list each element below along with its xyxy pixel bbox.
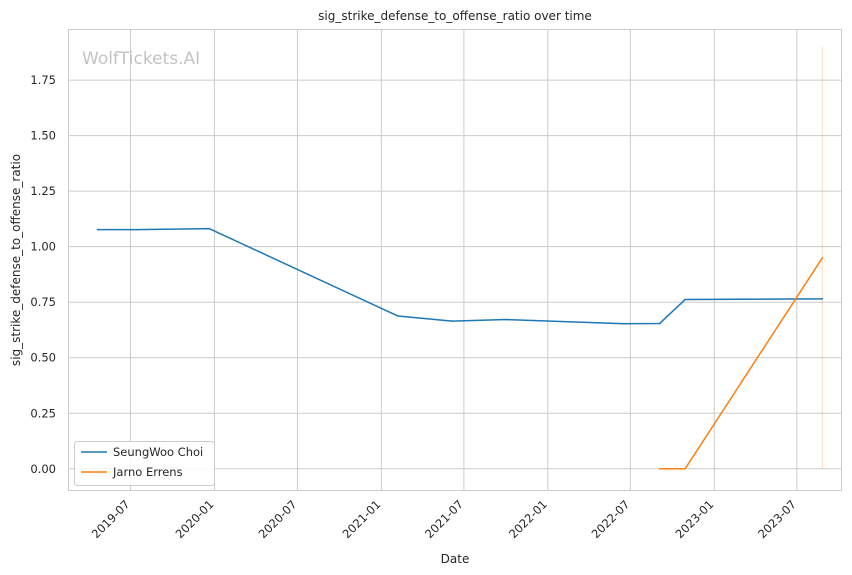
data-point-seungwoo-choi: [821, 298, 824, 300]
data-point-jarno-errens: [658, 467, 661, 470]
data-point-seungwoo-choi: [136, 228, 138, 231]
data-point-seungwoo-choi: [623, 322, 626, 325]
y-tick-label: 0.50: [30, 351, 56, 365]
data-point-seungwoo-choi: [208, 227, 211, 230]
x-axis-label: Date: [441, 552, 470, 566]
y-tick-label: 1.50: [30, 129, 56, 143]
data-point-jarno-errens: [821, 256, 824, 259]
y-tick-label: 0.75: [30, 295, 56, 309]
data-point-seungwoo-choi: [96, 228, 99, 231]
data-point-seungwoo-choi: [505, 318, 508, 321]
y-ticks: 0.00 0.25 0.50 0.75 1.00 1.25 1.50 1.75: [30, 73, 56, 476]
y-tick-label: 1.00: [30, 240, 56, 254]
y-tick-label: 0.25: [30, 406, 56, 420]
data-point-seungwoo-choi: [684, 298, 686, 301]
data-point-seungwoo-choi: [658, 322, 661, 325]
plot-frame: [68, 29, 842, 491]
y-axis-label: sig_strike_defense_to_offense_ratio: [9, 154, 23, 366]
series-line-seungwoo-choi: [97, 227, 823, 325]
data-point-seungwoo-choi: [396, 315, 399, 317]
y-tick-label: 1.75: [30, 73, 56, 87]
y-tick-label: 0.00: [30, 462, 56, 476]
legend-label-seungwoo-choi: SeungWoo Choi: [113, 445, 203, 459]
legend-label-jarno-errens: Jarno Errens: [112, 465, 183, 479]
legend: SeungWoo Choi Jarno Errens: [74, 441, 215, 486]
grid: [68, 29, 842, 491]
chart-title: sig_strike_defense_to_offense_ratio over…: [318, 9, 592, 23]
data-point-seungwoo-choi: [451, 320, 453, 322]
watermark: WolfTickets.AI: [82, 49, 200, 69]
series-layer: [96, 227, 824, 470]
legend-box: [74, 441, 215, 486]
data-point-jarno-errens: [684, 467, 686, 470]
y-tick-label: 1.25: [30, 184, 56, 198]
